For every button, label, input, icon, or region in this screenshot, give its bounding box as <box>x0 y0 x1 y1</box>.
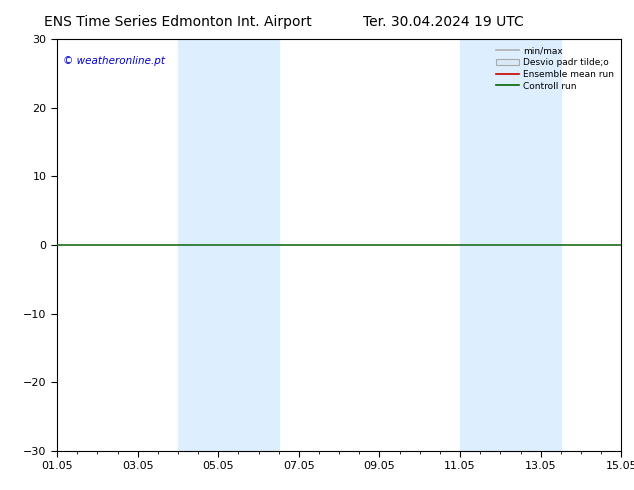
Text: © weatheronline.pt: © weatheronline.pt <box>63 56 165 66</box>
Text: Ter. 30.04.2024 19 UTC: Ter. 30.04.2024 19 UTC <box>363 15 524 29</box>
Text: ENS Time Series Edmonton Int. Airport: ENS Time Series Edmonton Int. Airport <box>44 15 311 29</box>
Bar <box>178 39 279 451</box>
Bar <box>460 39 561 451</box>
Legend: min/max, Desvio padr tilde;o, Ensemble mean run, Controll run: min/max, Desvio padr tilde;o, Ensemble m… <box>493 43 618 94</box>
